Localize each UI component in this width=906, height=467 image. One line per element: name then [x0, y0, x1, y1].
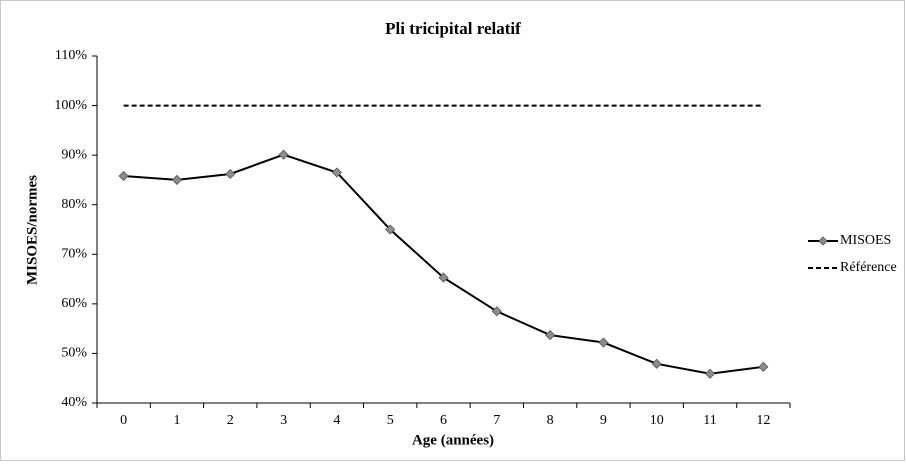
x-tick-label: 6	[440, 413, 447, 428]
y-axis-label: MISOES/normes	[24, 175, 40, 285]
y-tick-label: 70%	[61, 247, 87, 262]
data-point	[118, 170, 129, 182]
legend-label: MISOES	[840, 233, 891, 248]
x-axis-label: Age (années)	[412, 432, 494, 448]
x-tick-label: 10	[650, 413, 664, 428]
y-tick-label: 110%	[55, 48, 87, 63]
y-tick-label: 60%	[61, 296, 87, 311]
x-tick-label: 11	[703, 413, 716, 428]
x-tick-label: 3	[280, 413, 287, 428]
x-tick-label: 7	[493, 413, 500, 428]
data-point	[491, 306, 502, 317]
data-point	[651, 358, 662, 369]
y-tick-label: 40%	[61, 395, 87, 410]
data-point	[704, 368, 716, 379]
legend-label: Référence	[840, 260, 897, 275]
x-tick-label: 5	[387, 413, 394, 428]
data-point	[331, 167, 342, 178]
x-tick-label: 0	[120, 413, 127, 428]
data-point	[598, 337, 609, 348]
x-tick-label: 9	[600, 413, 607, 428]
data-point	[385, 224, 396, 235]
y-tick-label: 50%	[61, 346, 87, 361]
x-tick-label: 2	[227, 413, 234, 428]
data-point	[545, 330, 556, 341]
y-tick-label: 100%	[54, 98, 87, 113]
data-point	[438, 272, 449, 283]
x-tick-label: 4	[333, 413, 340, 428]
data-point	[278, 149, 289, 160]
legend-marker	[818, 236, 828, 246]
data-point	[171, 174, 183, 185]
x-tick-label: 1	[173, 413, 180, 428]
y-tick-label: 90%	[61, 147, 87, 162]
data-point	[758, 361, 769, 372]
y-tick-label: 80%	[61, 197, 87, 212]
chart-title: Pli tricipital relatif	[385, 19, 521, 38]
data-point	[225, 168, 236, 180]
x-tick-label: 8	[547, 413, 554, 428]
x-tick-label: 12	[756, 413, 770, 428]
